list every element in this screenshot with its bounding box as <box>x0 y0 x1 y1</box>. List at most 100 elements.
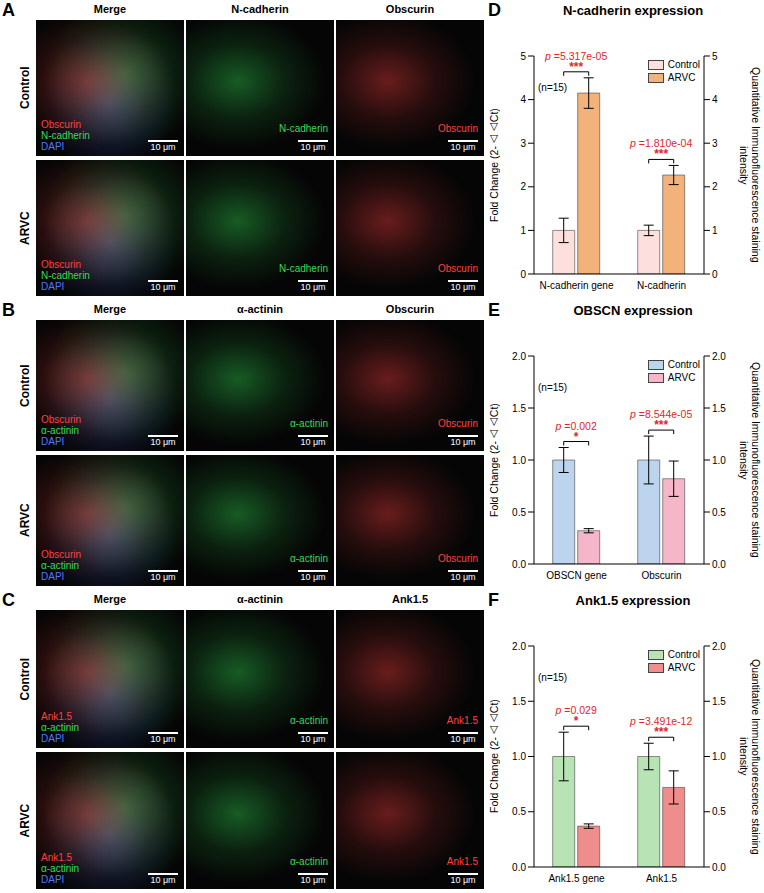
svg-text:p =0.002: p =0.002 <box>555 420 597 432</box>
html-text:Merge: Merge <box>93 303 127 315</box>
svg-text:Ank1.5 gene: Ank1.5 gene <box>548 873 605 884</box>
html-text:Obscurin: Obscurin <box>438 418 478 429</box>
html-text:DAPI: DAPI <box>41 436 65 447</box>
html-text:α-actinin: α-actinin <box>41 425 79 436</box>
html-text:Obscurin: Obscurin <box>41 549 81 560</box>
html-text:N-cadherin: N-cadherin <box>41 270 90 281</box>
svg-text:N-cadherin gene: N-cadherin gene <box>540 280 614 291</box>
svg-text:p =3.491e-12: p =3.491e-12 <box>629 715 692 727</box>
html-text:DAPI: DAPI <box>41 732 65 744</box>
html-text:α-actinin: α-actinin <box>290 714 328 726</box>
html-text:D: D <box>488 0 501 20</box>
html-text:ARVC: ARVC <box>18 211 32 245</box>
html-text:OBSCN expression: OBSCN expression <box>573 303 693 318</box>
svg-text:N-cadherin: N-cadherin <box>637 280 686 291</box>
svg-text:0.5: 0.5 <box>712 507 726 518</box>
html-text:Ank1.5: Ank1.5 <box>41 710 73 722</box>
svg-text:1.0: 1.0 <box>512 455 526 466</box>
svg-text:2.0: 2.0 <box>512 641 526 652</box>
svg-text:0.5: 0.5 <box>512 806 526 817</box>
svg-text:***: *** <box>654 147 668 161</box>
svg-text:***: *** <box>569 60 583 74</box>
html-text:Ank1.5 expression: Ank1.5 expression <box>575 593 691 608</box>
svg-text:0: 0 <box>712 269 718 280</box>
html-text:B: B <box>2 300 15 320</box>
svg-text:p =0.029: p =0.029 <box>555 704 597 716</box>
svg-text:1.5: 1.5 <box>712 696 726 707</box>
svg-text:1.5: 1.5 <box>512 403 526 414</box>
svg-text:p =8.544e-05: p =8.544e-05 <box>629 408 692 420</box>
html-text:C: C <box>2 590 15 610</box>
svg-text:0.5: 0.5 <box>712 806 726 817</box>
html-text:α-actinin: α-actinin <box>237 593 283 605</box>
html-text:α-actinin: α-actinin <box>41 721 79 733</box>
svg-text:OBSCN gene: OBSCN gene <box>546 570 607 581</box>
html-text:Fold Change (2-△△Ct): Fold Change (2-△△Ct) <box>488 108 500 222</box>
html-text:Quantitative Immunofluorescenc: Quantitative Immunofluorescence staining… <box>738 658 762 855</box>
svg-text:2: 2 <box>520 181 526 192</box>
html-text:Fold Change (2-△△Ct): Fold Change (2-△△Ct) <box>488 699 500 814</box>
svg-text:2.0: 2.0 <box>512 351 526 362</box>
html-text:N-cadherin: N-cadherin <box>279 263 328 274</box>
svg-text:0.5: 0.5 <box>512 507 526 518</box>
html-text:Obscurin: Obscurin <box>385 3 435 15</box>
html-text:N-cadherin: N-cadherin <box>231 3 289 15</box>
svg-text:1.0: 1.0 <box>712 455 726 466</box>
svg-text:5: 5 <box>520 51 526 62</box>
svg-text:p =5.317e-05: p =5.317e-05 <box>544 50 607 62</box>
svg-text:*: * <box>574 714 579 728</box>
html-text:Control: Control <box>18 66 32 110</box>
svg-text:2.0: 2.0 <box>712 351 726 362</box>
html-text:Obscurin: Obscurin <box>438 263 478 274</box>
html-text:Merge: Merge <box>93 3 127 15</box>
svg-text:1: 1 <box>520 225 526 236</box>
html-text:Obscurin: Obscurin <box>385 303 435 315</box>
html-text:E: E <box>488 300 500 320</box>
html-text:Control: Control <box>18 364 32 407</box>
html-text:A: A <box>2 0 15 20</box>
html-text:Merge: Merge <box>93 593 127 605</box>
svg-text:1.0: 1.0 <box>712 751 726 762</box>
svg-text:0.0: 0.0 <box>512 862 526 873</box>
svg-text:4: 4 <box>520 94 526 105</box>
html-text:Obscurin: Obscurin <box>41 414 81 425</box>
svg-text:Obscurin: Obscurin <box>641 570 681 581</box>
svg-text:1.5: 1.5 <box>512 696 526 707</box>
svg-text:0: 0 <box>520 269 526 280</box>
svg-text:4: 4 <box>712 94 718 105</box>
html-text:ARVC: ARVC <box>18 503 32 538</box>
svg-text:Ank1.5: Ank1.5 <box>646 873 678 884</box>
svg-text:0.0: 0.0 <box>512 559 526 570</box>
html-text:Control: Control <box>18 657 32 701</box>
svg-text:*: * <box>574 430 579 444</box>
svg-text:p =1.810e-04: p =1.810e-04 <box>629 137 692 149</box>
html-text:DAPI: DAPI <box>41 281 65 292</box>
svg-text:1.0: 1.0 <box>512 751 526 762</box>
html-text:Ank1.5: Ank1.5 <box>392 593 428 605</box>
svg-text:***: *** <box>654 418 668 432</box>
html-text:N-cadherin expression: N-cadherin expression <box>562 3 704 18</box>
svg-text:3: 3 <box>712 138 718 149</box>
html-text:Ank1.5: Ank1.5 <box>446 714 478 726</box>
svg-text:5: 5 <box>712 51 718 62</box>
html-text:Obscurin: Obscurin <box>41 259 81 270</box>
html-text:ARVC: ARVC <box>18 803 32 838</box>
svg-text:0.0: 0.0 <box>712 559 726 570</box>
html-text:N-cadherin: N-cadherin <box>41 130 90 141</box>
svg-text:1: 1 <box>712 225 718 236</box>
svg-text:2: 2 <box>712 181 718 192</box>
html-text:DAPI: DAPI <box>41 141 65 152</box>
html-text:α-actinin: α-actinin <box>237 303 283 315</box>
svg-text:***: *** <box>654 725 668 739</box>
svg-text:2.0: 2.0 <box>712 641 726 652</box>
html-text:Fold Change (2-△△Ct): Fold Change (2-△△Ct) <box>488 403 500 517</box>
svg-text:1.5: 1.5 <box>712 403 726 414</box>
html-text:Quantitative Immunofluorescenc: Quantitative Immunofluorescence staining… <box>738 67 762 263</box>
html-text:Obscurin: Obscurin <box>438 123 478 134</box>
html-text:α-actinin: α-actinin <box>290 418 328 429</box>
svg-text:3: 3 <box>520 138 526 149</box>
svg-text:0.0: 0.0 <box>712 862 726 873</box>
html-text:N-cadherin: N-cadherin <box>279 123 328 134</box>
html-text:Quantitative Immunofluorescenc: Quantitative Immunofluorescence staining… <box>738 362 762 558</box>
html-text:Obscurin: Obscurin <box>41 119 81 130</box>
